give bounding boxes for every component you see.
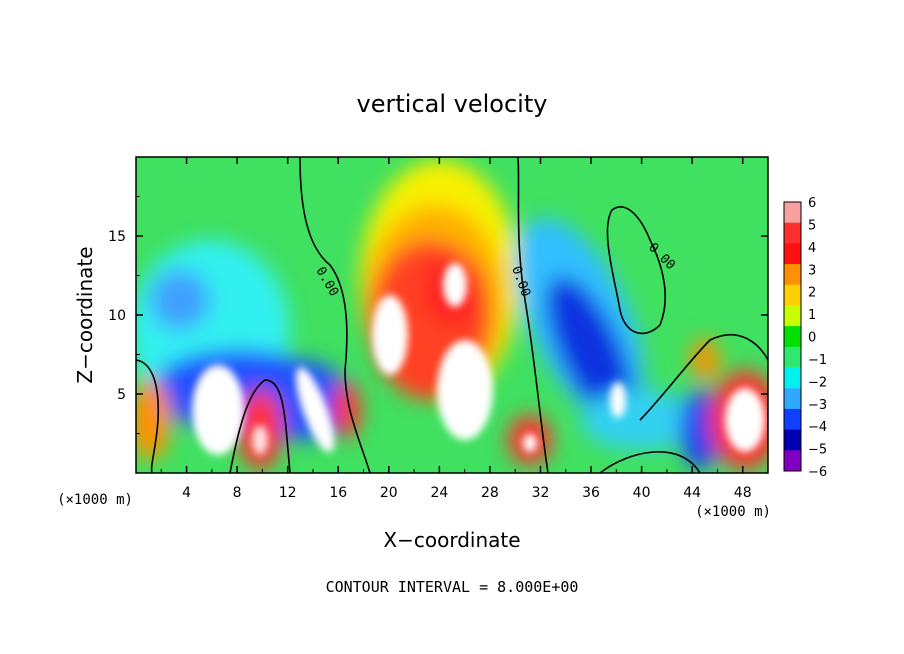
x-unit-left: (×1000 m) (57, 492, 133, 508)
colorbar-label: 4 (808, 241, 816, 256)
colorbar-swatch (784, 243, 801, 265)
contour-interval-note: CONTOUR INTERVAL = 8.000E+00 (326, 578, 579, 596)
x-tick-label: 12 (279, 485, 297, 501)
x-tick-label: 48 (734, 485, 752, 501)
colorbar-swatch (784, 429, 801, 451)
x-tick-label: 4 (182, 485, 191, 501)
colorbar-label: 0 (808, 331, 816, 346)
colorbar-swatch (784, 222, 801, 244)
y-tick-label: 10 (108, 308, 126, 324)
colorbar-label: 5 (808, 218, 816, 233)
colorbar-swatch (784, 305, 801, 327)
colorbar-swatch (784, 346, 801, 369)
x-unit-right: (×1000 m) (695, 504, 771, 520)
y-tick-label: 5 (117, 387, 126, 403)
chart-title: vertical velocity (357, 90, 548, 118)
y-axis-ticks: 5 10 15 (108, 196, 768, 434)
colorbar-label: 1 (808, 308, 816, 323)
colorbar-swatch (784, 326, 801, 348)
colorbar-label: 2 (808, 286, 816, 301)
colorbar-swatch (784, 284, 801, 306)
x-tick-label: 16 (329, 485, 347, 501)
colorbar: 6 5 4 3 2 1 0 −1 −2 −3 −4 −5 −6 (783, 196, 827, 480)
x-tick-label: 28 (481, 485, 499, 501)
x-tick-label: 8 (233, 485, 242, 501)
colorbar-label: −6 (808, 465, 827, 480)
colorbar-swatch (784, 388, 801, 410)
plot-field: 0.00 0.00 0.00 (136, 157, 768, 473)
x-tick-label: 24 (430, 485, 448, 501)
colorbar-label: −3 (808, 398, 827, 413)
x-axis-ticks: 4 8 12 16 20 24 28 32 36 40 44 48 (160, 157, 752, 501)
colorbar-frame (783, 201, 802, 472)
colorbar-swatch (784, 264, 801, 286)
colorbar-label: 3 (808, 263, 816, 278)
x-tick-label: 32 (532, 485, 550, 501)
colorbar-swatch (784, 367, 801, 389)
x-tick-label: 40 (633, 485, 651, 501)
x-tick-label: 36 (582, 485, 600, 501)
colorbar-label: −5 (808, 443, 827, 458)
colorbar-label: −1 (808, 353, 827, 368)
x-tick-label: 44 (683, 485, 701, 501)
y-axis-title: Z−coordinate (73, 246, 97, 383)
colorbar-label: 6 (808, 196, 816, 211)
colorbar-label: −2 (808, 375, 827, 390)
x-tick-label: 20 (380, 485, 398, 501)
y-tick-label: 15 (108, 229, 126, 245)
x-axis-title: X−coordinate (383, 528, 520, 552)
colorbar-swatch (784, 408, 801, 431)
colorbar-swatch (784, 202, 801, 224)
colorbar-label: −4 (808, 420, 827, 435)
colorbar-swatch (784, 450, 801, 472)
